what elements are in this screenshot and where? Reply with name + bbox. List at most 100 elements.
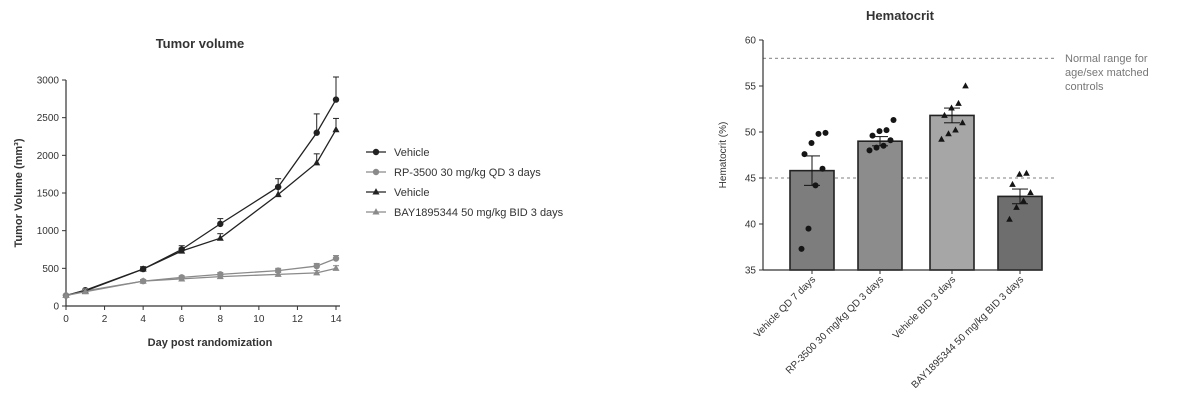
individual-point (883, 127, 890, 134)
series-2 (62, 255, 340, 299)
individual-point (1027, 189, 1034, 196)
y-tick-label: 1000 (37, 226, 60, 237)
individual-point (941, 111, 948, 118)
data-point (274, 183, 282, 191)
data-point (139, 277, 147, 284)
x-tick-label: 2 (102, 314, 108, 325)
legend-label: BAY1895344 50 mg/kg BID 3 days (394, 207, 564, 219)
y-axis-label: Tumor Volume (mm³) (13, 138, 25, 247)
individual-point (798, 245, 805, 252)
y-tick-label: 500 (42, 264, 59, 275)
data-point (274, 270, 282, 277)
data-point (178, 275, 186, 282)
y-tick-label: 60 (745, 36, 757, 47)
data-point (217, 220, 224, 228)
legend-marker (372, 148, 380, 156)
individual-point (955, 99, 962, 106)
individual-point (866, 147, 873, 154)
individual-point (1006, 215, 1013, 222)
x-tick-label: 8 (218, 314, 224, 325)
normal-range-annotation: Normal range for age/sex matched controls (1065, 53, 1149, 93)
legend-label: Vehicle (394, 187, 429, 199)
x-tick-label: 4 (140, 314, 146, 325)
y-tick-label: 35 (745, 266, 757, 277)
data-point (313, 129, 320, 136)
individual-point (959, 119, 966, 126)
individual-point (805, 225, 812, 232)
data-point (332, 125, 340, 133)
individual-point (948, 104, 955, 111)
hematocrit-title: Hematocrit (866, 8, 935, 23)
individual-point (822, 129, 829, 136)
x-tick-label: Vehicle QD 7 days (752, 274, 818, 340)
individual-point (812, 182, 819, 189)
individual-point (873, 144, 880, 151)
y-tick-label: 0 (53, 302, 59, 313)
individual-point (869, 132, 876, 139)
legend-marker (372, 208, 380, 215)
data-point (332, 264, 340, 271)
bar-group (857, 117, 903, 271)
individual-point (801, 151, 808, 158)
individual-point (945, 130, 952, 137)
bar (997, 195, 1043, 271)
bar-group (929, 82, 975, 271)
legend-label: RP-3500 30 mg/kg QD 3 days (394, 167, 541, 179)
x-tick-label: 14 (330, 314, 342, 325)
data-point (81, 287, 89, 295)
legend-label: Vehicle (394, 147, 429, 159)
data-point (216, 234, 224, 241)
series-3 (62, 117, 340, 299)
y-tick-label: 45 (745, 174, 757, 185)
individual-point (887, 137, 894, 144)
individual-point (880, 142, 887, 149)
series-line (65, 99, 337, 297)
annotation-line: Normal range for (1065, 53, 1148, 65)
series-line (65, 129, 337, 297)
annotation-line: age/sex matched (1065, 67, 1149, 79)
y-tick-label: 2500 (37, 113, 60, 124)
hematocrit-chart: Hematocrit 35 40 45 50 55 60 Hematocrit (%) V… (718, 8, 1149, 391)
individual-point (815, 130, 822, 137)
data-point (178, 247, 186, 254)
x-tick-label: 10 (253, 314, 265, 325)
data-point (139, 265, 147, 272)
annotation-line: controls (1065, 81, 1104, 93)
individual-point (1013, 203, 1020, 210)
series-1 (62, 76, 340, 299)
legend-marker (372, 188, 380, 195)
individual-point (962, 82, 969, 89)
y-tick-label: 50 (745, 128, 757, 139)
y-tick-label: 1500 (37, 189, 60, 200)
individual-point (890, 117, 897, 124)
bar (857, 140, 903, 271)
data-point (313, 269, 321, 276)
individual-point (1020, 197, 1027, 204)
data-point (216, 272, 224, 280)
x-tick-label: Vehicle BID 3 days (891, 274, 958, 341)
y-tick-label: 40 (745, 220, 757, 231)
x-tick-label: 12 (292, 314, 304, 325)
tumor-volume-chart: Tumor volume 0 500 1000 1500 2000 2500 3000 0 2… (13, 36, 564, 349)
y-tick-label: 3000 (37, 76, 60, 87)
x-tick-label: BAY1895344 50 mg/kg BID 3 days (910, 274, 1027, 391)
series-line (65, 267, 337, 297)
data-point (313, 159, 321, 166)
x-tick-label: 0 (63, 314, 69, 325)
legend-marker (372, 168, 380, 176)
data-point (62, 291, 70, 299)
individual-point (819, 165, 826, 172)
data-point (274, 190, 282, 198)
bar (929, 114, 975, 271)
series-line (65, 257, 337, 297)
individual-point (876, 128, 883, 135)
series-4 (62, 264, 340, 299)
x-axis-label: Day post randomization (148, 337, 273, 349)
individual-point (1009, 180, 1016, 187)
bar-group (997, 169, 1043, 271)
y-axis-label: Hematocrit (%) (718, 122, 729, 189)
individual-point (808, 140, 815, 147)
data-point (313, 262, 320, 270)
individual-point (938, 135, 945, 142)
